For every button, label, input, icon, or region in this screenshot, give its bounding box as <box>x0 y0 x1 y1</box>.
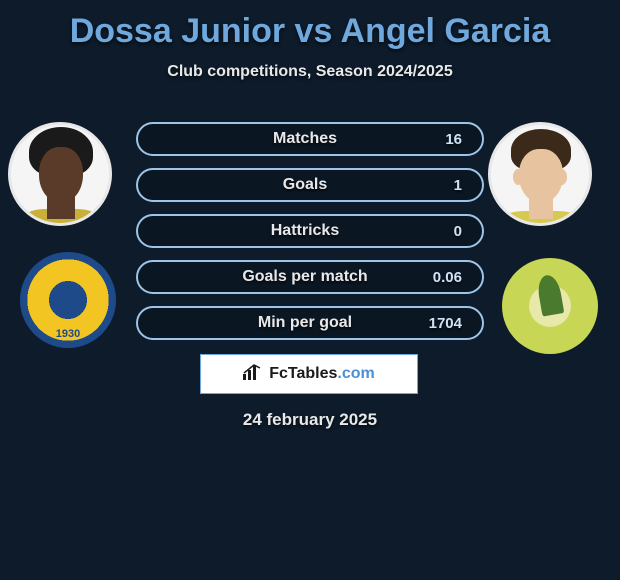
stat-row: Matches 16 <box>136 122 484 156</box>
stat-row: Goals per match 0.06 <box>136 260 484 294</box>
stat-right-value: 1704 <box>412 315 462 332</box>
brand-badge[interactable]: FcTables.com <box>200 354 418 394</box>
stat-right-value: 16 <box>412 131 462 148</box>
brand-name: FcTables <box>269 365 337 382</box>
stat-label: Hattricks <box>198 222 412 240</box>
stats-table: Matches 16 Goals 1 Hattricks 0 Goals per… <box>136 122 484 352</box>
stat-label: Min per goal <box>198 314 412 332</box>
stat-row: Goals 1 <box>136 168 484 202</box>
page-subtitle: Club competitions, Season 2024/2025 <box>0 63 620 81</box>
brand-domain: .com <box>337 365 374 382</box>
page-title: Dossa Junior vs Angel Garcia <box>0 0 620 51</box>
stat-right-value: 0.06 <box>412 269 462 286</box>
stat-right-value: 1 <box>412 177 462 194</box>
club-right-crest <box>502 258 598 354</box>
stat-label: Goals <box>198 176 412 194</box>
stat-right-value: 0 <box>412 223 462 240</box>
stat-row: Hattricks 0 <box>136 214 484 248</box>
player-right-avatar <box>488 122 592 226</box>
snapshot-date: 24 february 2025 <box>0 410 620 430</box>
club-left-crest: 1930 <box>20 252 116 348</box>
club-left-year: 1930 <box>20 328 116 340</box>
stat-label: Goals per match <box>198 268 412 286</box>
bar-chart-icon <box>243 364 263 385</box>
player-left-avatar <box>8 122 112 226</box>
stat-row: Min per goal 1704 <box>136 306 484 340</box>
brand-text: FcTables.com <box>269 365 375 383</box>
stat-label: Matches <box>198 130 412 148</box>
